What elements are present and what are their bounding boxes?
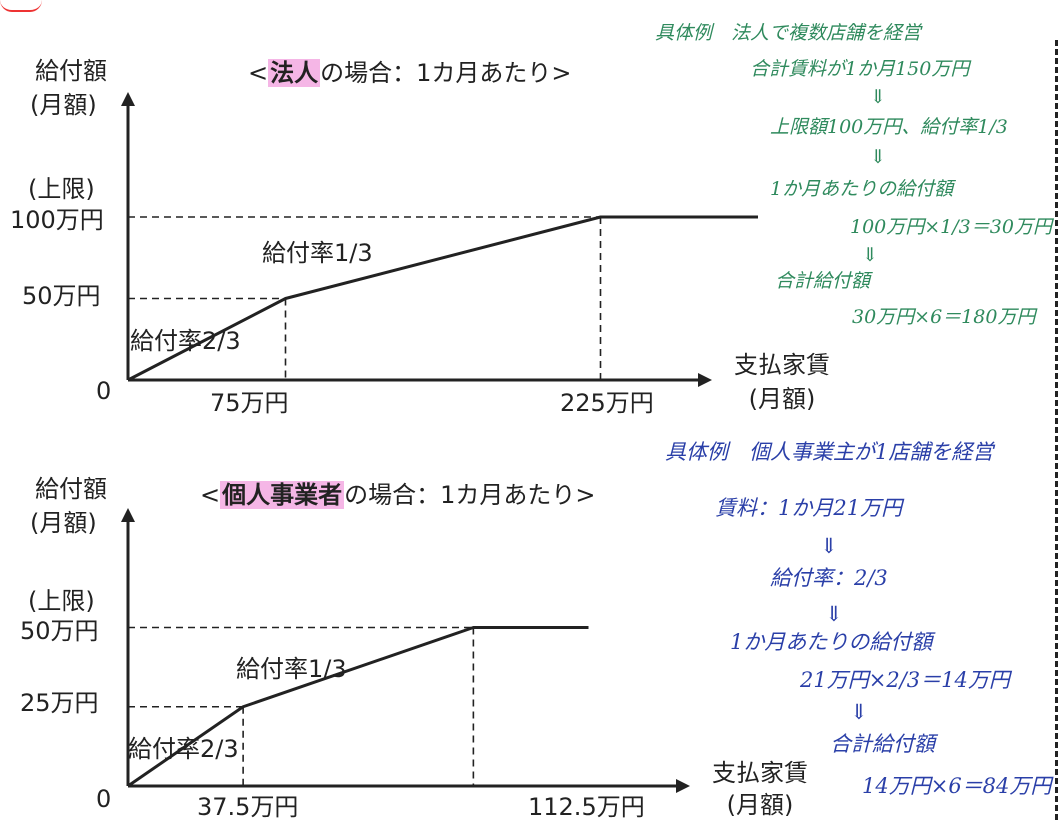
chart2-ylabel-line1: 給付額: [35, 475, 107, 503]
chart1-origin: 0: [96, 377, 112, 405]
chart2-origin: 0: [96, 785, 112, 813]
note1-line3: 上限額100万円、給付率1/3: [770, 116, 1008, 138]
chart2-ylabel-line2: (月額): [30, 509, 97, 537]
chart2-rate-low: 給付率2/3: [128, 735, 239, 763]
chart2-x-break-label: 37.5万円: [197, 793, 299, 821]
chart1-title-highlight: 法人: [268, 59, 321, 87]
note2-line5: 21万円×2/3＝14万円: [800, 668, 1010, 692]
note1-line6: 合計給付額: [775, 270, 871, 292]
chart1-mid-value: 50万円: [22, 282, 101, 310]
note1-line1: 具体例 法人で複数店舗を経営: [655, 22, 922, 44]
chart1-x-axis-arrowhead: [698, 373, 712, 387]
chart2-cap-value: 50万円: [20, 617, 99, 645]
note2-line1: 具体例 個人事業主が1店舗を経営: [665, 440, 994, 464]
chart1-x-cap-label: 225万円: [560, 389, 654, 417]
note2-line7: 14万円×6＝84万円: [862, 774, 1052, 798]
chart2-xlabel-line2: (月額): [726, 791, 794, 819]
chart2-title: <個人事業者の場合：1カ月あたり>: [200, 481, 596, 509]
note1-line4: 1か月あたりの給付額: [770, 178, 954, 200]
chart2-title-highlight: 個人事業者: [220, 481, 345, 509]
chart1-title: <法人の場合：1カ月あたり>: [248, 59, 572, 87]
note1-line2: 合計賃料が1か月150万円: [750, 58, 970, 80]
note2-line3: 給付率：2/3: [770, 566, 888, 590]
note1-line5: 100万円×1/3＝30万円: [850, 216, 1052, 238]
chart2-xlabel-line1: 支払家賃: [712, 759, 808, 787]
note2-arrow3: ⇓: [850, 700, 868, 724]
chart2-y-axis-arrowhead: [121, 508, 135, 522]
chart1-rate-low: 給付率2/3: [130, 327, 241, 355]
note1-line7: 30万円×6＝180万円: [852, 306, 1036, 328]
note1-arrow1: ⇓: [870, 86, 886, 108]
chart1-ylabel-line1: 給付額: [35, 57, 107, 85]
chart2-x-cap-label: 112.5万円: [528, 793, 645, 821]
chart1-benefit-line: [127, 215, 758, 382]
chart2-rate-high: 給付率1/3: [236, 655, 347, 683]
corner-stamp-mark: [0, 0, 42, 12]
chart2-x-axis-arrowhead: [676, 779, 690, 793]
note2-line2: 賃料：1か月21万円: [715, 496, 903, 520]
chart1-ylabel-line2: (月額): [30, 91, 97, 119]
chart2-benefit-line: [127, 626, 589, 788]
note1-arrow2: ⇓: [870, 146, 886, 168]
note2-arrow1: ⇓: [820, 534, 838, 558]
chart1-y-axis-arrowhead: [121, 92, 135, 106]
right-margin-rule: [1055, 40, 1058, 820]
chart2-cap-label: (上限): [28, 587, 95, 615]
chart1-x-break-label: 75万円: [210, 389, 289, 417]
note1-arrow3: ⇓: [862, 244, 878, 266]
note2-line4: 1か月あたりの給付額: [730, 630, 933, 654]
chart1-xlabel-line2: (月額): [748, 385, 816, 413]
chart1-xlabel-line1: 支払家賃: [734, 351, 830, 379]
chart1-cap-value: 100万円: [10, 206, 104, 234]
chart1-cap-label: (上限): [28, 175, 95, 203]
chart1-rate-high: 給付率1/3: [262, 239, 373, 267]
chart2-mid-value: 25万円: [20, 689, 99, 717]
note2-line6: 合計給付額: [830, 732, 935, 756]
note2-arrow2: ⇓: [825, 602, 843, 626]
